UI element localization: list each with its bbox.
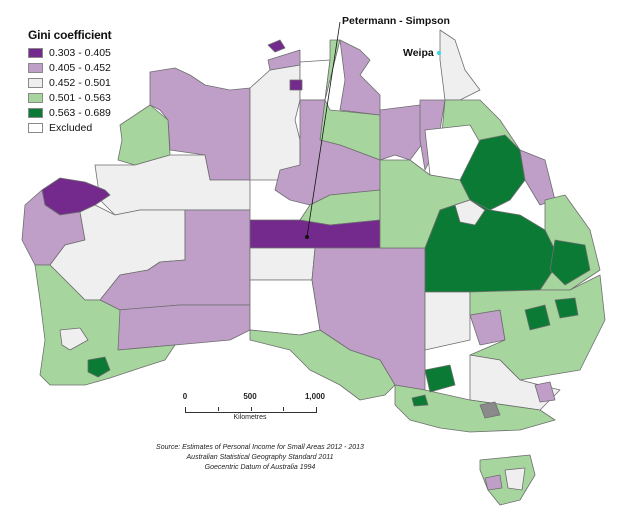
scale-line <box>185 407 317 413</box>
legend: Gini coefficient 0.303 - 0.405 0.405 - 0… <box>28 28 112 135</box>
legend-label: 0.405 - 0.452 <box>49 61 111 74</box>
scale-tick <box>251 407 252 411</box>
legend-swatch <box>28 122 43 133</box>
region-arnhem-purple <box>339 39 381 116</box>
region-nsw-west-grey <box>424 291 471 351</box>
source-line: Source: Estimates of Personal Income for… <box>156 444 364 451</box>
scale-tick-label: 1,000 <box>304 392 326 401</box>
legend-label: 0.563 - 0.689 <box>49 106 111 119</box>
region-tasmania-grey <box>504 467 526 491</box>
source-line: Australian Statistical Geography Standar… <box>186 454 334 461</box>
legend-title: Gini coefficient <box>28 28 112 42</box>
region-sw-dark <box>87 356 111 378</box>
region-petermann-simpson <box>249 219 381 249</box>
region-qld-dark-green-1 <box>459 134 526 211</box>
legend-item: 0.563 - 0.689 <box>28 105 111 120</box>
legend-swatch <box>28 107 43 118</box>
source-note: Source: Estimates of Personal Income for… <box>130 443 390 473</box>
legend-item: 0.405 - 0.452 <box>28 60 111 75</box>
region-vic-purple <box>534 381 556 403</box>
region-nt-gulf-purple <box>379 104 426 161</box>
region-cape-york <box>439 29 481 101</box>
legend-swatch <box>28 77 43 88</box>
region-vic-dark <box>424 364 456 393</box>
region-nullarbor <box>117 304 251 351</box>
scale-tick <box>283 407 284 411</box>
scale-unit: Kilometres <box>233 414 267 421</box>
scale-bar: 0 500 1,000 Kilometres <box>180 392 325 432</box>
region-tasmania-purple <box>484 474 503 491</box>
legend-item: Excluded <box>28 120 111 135</box>
region-qld-dark-green-2 <box>424 199 561 293</box>
petermann-leader-line <box>306 21 341 238</box>
legend-label: 0.501 - 0.563 <box>49 91 111 104</box>
region-nt-top-purple <box>267 49 301 71</box>
region-broome-green <box>117 104 171 166</box>
region-sa-excluded <box>249 279 321 336</box>
legend-label: 0.452 - 0.501 <box>49 76 111 89</box>
callout-petermann-simpson: Petermann - Simpson <box>342 15 450 27</box>
weipa-marker <box>437 51 441 55</box>
scale-tick <box>218 407 219 411</box>
region-melbourne <box>479 401 501 419</box>
region-south-west <box>34 264 176 386</box>
scale-tick-label: 0 <box>182 392 188 401</box>
region-sa-coast-green <box>249 329 396 401</box>
region-vic-dark-2 <box>411 394 429 407</box>
legend-item: 0.501 - 0.563 <box>28 90 111 105</box>
legend-item: 0.452 - 0.501 <box>28 75 111 90</box>
scale-tick-label: 500 <box>243 392 257 401</box>
petermann-point <box>305 235 309 239</box>
region-sa-grey <box>249 247 316 281</box>
legend-swatch <box>28 47 43 58</box>
region-tiwi-dark <box>267 39 286 53</box>
region-nsw-dark-1 <box>524 304 551 331</box>
region-qld-se-dark <box>549 239 591 286</box>
region-perth-grey <box>59 327 89 351</box>
source-line: Goecentric Datum of Australia 1994 <box>204 464 316 471</box>
region-nsw-dark-2 <box>554 297 579 319</box>
region-nsw-purple <box>469 309 506 346</box>
callout-weipa: Weipa <box>403 47 434 59</box>
region-qld-coast-purple <box>519 149 556 206</box>
region-qld-grey <box>454 199 486 226</box>
legend-swatch <box>28 62 43 73</box>
legend-label: Excluded <box>49 121 93 134</box>
legend-swatch <box>28 92 43 103</box>
region-darwin-dark <box>289 79 303 91</box>
region-vic-green <box>394 384 556 433</box>
legend-item: 0.303 - 0.405 <box>28 45 111 60</box>
legend-label: 0.303 - 0.405 <box>49 46 111 59</box>
